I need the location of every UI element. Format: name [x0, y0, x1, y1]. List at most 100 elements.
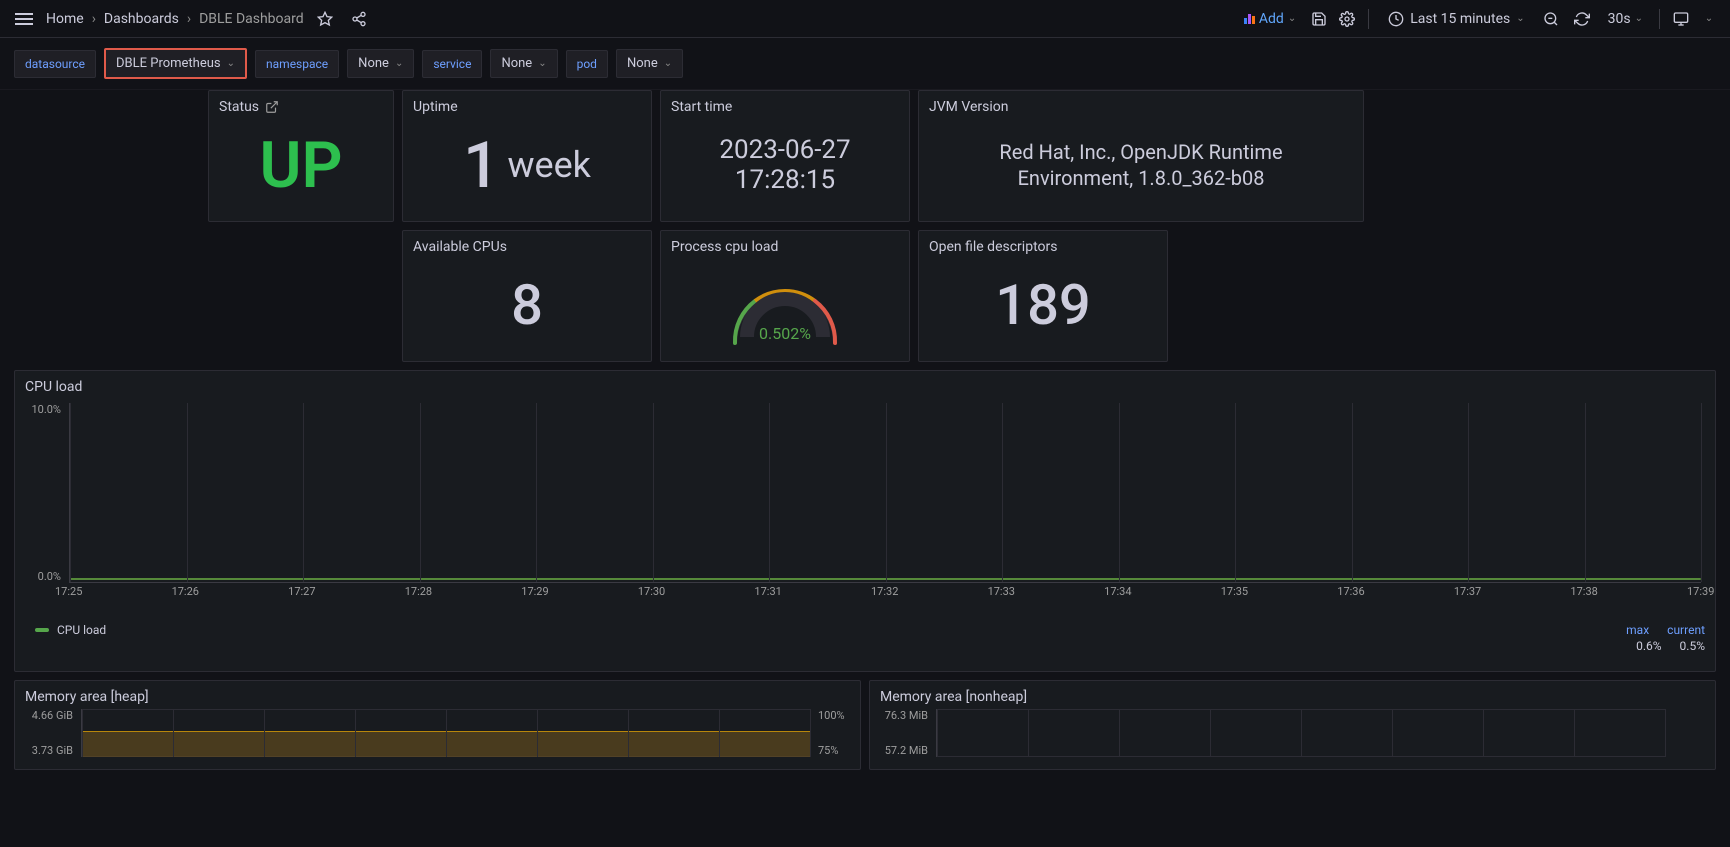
chevron-down-icon: ⌄ [1516, 13, 1524, 24]
refresh-button[interactable] [1568, 7, 1596, 31]
topbar-right: Add ⌄ Last 15 minutes ⌄ 30s ⌄ ⌄ [1238, 6, 1720, 32]
grid-line [1392, 709, 1393, 757]
variable-bar: datasource DBLE Prometheus⌄ namespace No… [0, 38, 1730, 90]
x-tick: 17:28 [405, 585, 432, 598]
chart-area: 10.0% 0.0% 17:2517:2617:2717:2817:2917:3… [25, 403, 1705, 603]
status-value: UP [259, 128, 342, 203]
gear-icon[interactable] [1336, 8, 1358, 30]
panel-cpu-load-chart[interactable]: CPU load 10.0% 0.0% 17:2517:2617:2717:28… [14, 370, 1716, 672]
var-label-service: service [422, 50, 482, 78]
panel-open-fd[interactable]: Open file descriptors 189 [918, 230, 1168, 362]
mem-chart: 4.66 GiB 3.73 GiB 100% 75% [25, 709, 850, 757]
uptime-number: 1 [463, 128, 499, 203]
mem-plot [936, 709, 1665, 757]
x-tick: 17:26 [172, 585, 199, 598]
chevron-down-icon: ⌄ [395, 58, 403, 69]
clock-icon [1388, 11, 1404, 27]
grid-line [537, 709, 538, 757]
var-label-pod: pod [566, 50, 608, 78]
panel-uptime[interactable]: Uptime 1 week [402, 90, 652, 222]
y2-tick: 100% [818, 709, 850, 722]
time-range-label: Last 15 minutes [1410, 11, 1510, 27]
panel-available-cpus[interactable]: Available CPUs 8 [402, 230, 652, 362]
panel-start-time[interactable]: Start time 2023-06-27 17:28:15 [660, 90, 910, 222]
grid-line [1210, 709, 1211, 757]
divider [1659, 9, 1660, 29]
start-time-value: 2023-06-27 17:28:15 [671, 135, 899, 195]
legend-max-value: 0.6% [1636, 639, 1661, 653]
y-tick: 57.2 MiB [880, 744, 928, 757]
zoom-out-icon[interactable] [1540, 8, 1562, 30]
y-tick: 3.73 GiB [25, 744, 73, 757]
breadcrumb-home[interactable]: Home [46, 11, 84, 27]
grid-line [1585, 403, 1586, 582]
var-label-datasource: datasource [14, 50, 96, 78]
panel-title: Open file descriptors [929, 239, 1157, 255]
grid-line [1483, 709, 1484, 757]
x-axis: 17:2517:2617:2717:2817:2917:3017:3117:32… [69, 585, 1701, 603]
breadcrumb-dashboards[interactable]: Dashboards [104, 11, 179, 27]
x-tick: 17:31 [754, 585, 781, 598]
mem-plot [81, 709, 810, 757]
gauge-value: 0.502% [725, 324, 845, 343]
grid-line [628, 709, 629, 757]
panel-status[interactable]: Status UP [208, 90, 394, 222]
panel-memory-nonheap[interactable]: Memory area [nonheap] 76.3 MiB 57.2 MiB [869, 680, 1716, 770]
legend-values: 0.6% 0.5% [25, 639, 1705, 653]
grid-line [810, 709, 811, 757]
star-icon[interactable] [314, 8, 336, 30]
grid-line [173, 709, 174, 757]
refresh-interval-picker[interactable]: 30s ⌄ [1602, 7, 1649, 31]
panel-jvm[interactable]: JVM Version Red Hat, Inc., OpenJDK Runti… [918, 90, 1364, 222]
var-select-service[interactable]: None⌄ [490, 49, 557, 78]
dashboard-body: Status UP Uptime 1 week Start time 2023-… [0, 90, 1730, 770]
expand-icon[interactable]: ⌄ [1698, 8, 1720, 30]
chart-icon [1244, 14, 1255, 24]
panel-memory-heap[interactable]: Memory area [heap] 4.66 GiB 3.73 GiB 100… [14, 680, 861, 770]
add-button[interactable]: Add ⌄ [1238, 7, 1302, 31]
refresh-icon [1574, 11, 1590, 27]
grid-line [1235, 403, 1236, 582]
time-range-picker[interactable]: Last 15 minutes ⌄ [1379, 6, 1533, 32]
menu-button[interactable] [10, 5, 38, 33]
cpus-value: 8 [511, 272, 543, 338]
row-memory: Memory area [heap] 4.66 GiB 3.73 GiB 100… [14, 680, 1716, 770]
y-axis: 10.0% 0.0% [25, 403, 65, 583]
share-icon[interactable] [348, 8, 370, 30]
topbar: Home › Dashboards › DBLE Dashboard Add ⌄… [0, 0, 1730, 38]
panel-title: Process cpu load [671, 239, 899, 255]
x-tick: 17:30 [638, 585, 665, 598]
refresh-interval-label: 30s [1608, 11, 1631, 27]
grid-line [264, 709, 265, 757]
x-tick: 17:35 [1221, 585, 1248, 598]
x-tick: 17:32 [871, 585, 898, 598]
title-text: Status [219, 99, 259, 115]
var-select-datasource[interactable]: DBLE Prometheus⌄ [104, 48, 247, 79]
external-link-icon[interactable] [265, 100, 279, 114]
grid-line [355, 709, 356, 757]
save-icon[interactable] [1308, 8, 1330, 30]
grid-line [1468, 403, 1469, 582]
x-tick: 17:38 [1570, 585, 1597, 598]
panel-title: Available CPUs [413, 239, 641, 255]
breadcrumb-sep: › [92, 11, 96, 27]
add-label: Add [1259, 11, 1284, 27]
grid-line [420, 403, 421, 582]
grid-line [1002, 403, 1003, 582]
grid-line [536, 403, 537, 582]
topbar-left-actions [314, 8, 370, 30]
grid-line [719, 709, 720, 757]
var-select-namespace[interactable]: None ⌄ [347, 49, 414, 78]
var-value: None [358, 56, 389, 71]
y-tick: 76.3 MiB [880, 709, 928, 722]
chevron-down-icon: ⌄ [1288, 13, 1296, 24]
y2-tick: 75% [818, 744, 850, 757]
grid-line [1352, 403, 1353, 582]
panel-title: Memory area [nonheap] [880, 689, 1705, 705]
panel-process-cpu-load[interactable]: Process cpu load 0.502% [660, 230, 910, 362]
chevron-down-icon: ⌄ [664, 58, 672, 69]
monitor-icon[interactable] [1670, 8, 1692, 30]
var-select-pod[interactable]: None⌄ [616, 49, 683, 78]
grid-line [187, 403, 188, 582]
x-tick: 17:27 [288, 585, 315, 598]
